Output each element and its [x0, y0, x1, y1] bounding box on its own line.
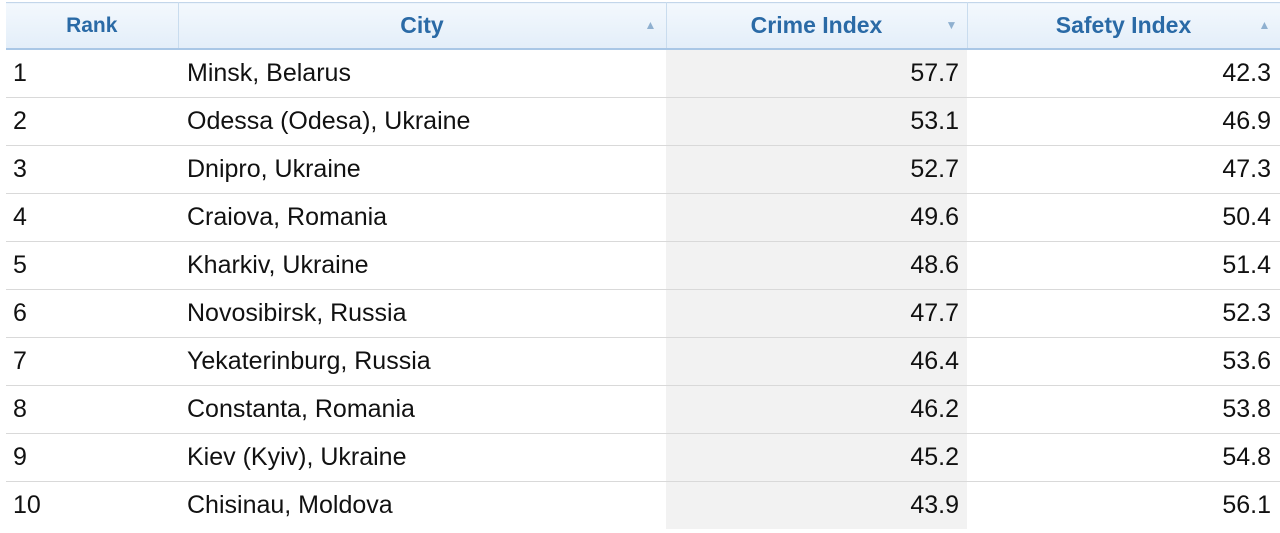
city-cell: Chisinau, Moldova — [187, 491, 393, 519]
crime-index-table: Rank City ▲ Crime Index ▼ Safety Index ▲… — [6, 2, 1280, 529]
safety-index-cell: 51.4 — [967, 241, 1280, 290]
rank-cell: 7 — [6, 337, 178, 386]
safety-index-cell: 54.8 — [967, 433, 1280, 482]
safety-index-cell: 46.9 — [967, 97, 1280, 146]
chevron-up-icon[interactable]: ▲ — [1258, 18, 1271, 32]
crime-index-cell: 53.1 — [666, 97, 967, 146]
chevron-up-icon[interactable]: ▲ — [644, 18, 657, 32]
city-cell: Kiev (Kyiv), Ukraine — [178, 433, 666, 482]
rank-cell: 3 — [6, 145, 178, 194]
table-row[interactable]: 8 Constanta, Romania 46.2 53.8 — [6, 385, 1280, 434]
table-row[interactable]: 6 Novosibirsk, Russia 47.7 52.3 — [6, 289, 1280, 338]
crime-index-cell: 46.4 — [666, 337, 967, 386]
table-row[interactable]: 3 Dnipro, Ukraine 52.7 47.3 — [6, 145, 1280, 194]
city-cell: Minsk, Belarus — [178, 49, 666, 98]
city-cell: Novosibirsk, Russia — [178, 289, 666, 338]
table-row[interactable]: 9 Kiev (Kyiv), Ukraine 45.2 54.8 — [6, 433, 1280, 482]
header-rank-label: Rank — [66, 13, 118, 37]
header-crime-index-label: Crime Index — [750, 12, 883, 38]
crime-index-cell: 45.2 — [666, 433, 967, 482]
table-row[interactable]: 1 Minsk, Belarus 57.7 42.3 — [6, 49, 1280, 98]
table-row[interactable]: 5 Kharkiv, Ukraine 48.6 51.4 — [6, 241, 1280, 290]
table-row[interactable]: 7 Yekaterinburg, Russia 46.4 53.6 — [6, 337, 1280, 386]
safety-index-cell: 53.6 — [967, 337, 1280, 386]
safety-index-cell: 52.3 — [967, 289, 1280, 338]
header-safety-index-label: Safety Index — [1055, 12, 1192, 38]
safety-index-cell: 56.1 — [1222, 491, 1271, 519]
city-cell: Odessa (Odesa), Ukraine — [178, 97, 666, 146]
table-row[interactable]: 10 Chisinau, Moldova 43.9 56.1 — [6, 481, 1280, 529]
crime-index-cell: 46.2 — [666, 385, 967, 434]
crime-index-cell: 47.7 — [666, 289, 967, 338]
safety-index-cell: 53.8 — [967, 385, 1280, 434]
table-header-row: Rank City ▲ Crime Index ▼ Safety Index ▲ — [6, 2, 1280, 50]
city-cell: Dnipro, Ukraine — [178, 145, 666, 194]
city-cell: Yekaterinburg, Russia — [178, 337, 666, 386]
crime-index-cell: 49.6 — [666, 193, 967, 242]
rank-cell: 9 — [6, 433, 178, 482]
caret-down-icon[interactable]: ▼ — [945, 18, 958, 32]
ranking-table-container: Rank City ▲ Crime Index ▼ Safety Index ▲… — [6, 2, 1280, 529]
header-crime-index[interactable]: Crime Index ▼ — [666, 2, 968, 50]
rank-cell: 6 — [6, 289, 178, 338]
header-city-label: City — [400, 12, 444, 38]
city-cell: Constanta, Romania — [178, 385, 666, 434]
safety-index-cell: 42.3 — [967, 49, 1280, 98]
table-row[interactable]: 4 Craiova, Romania 49.6 50.4 — [6, 193, 1280, 242]
rank-cell: 10 — [13, 491, 41, 519]
header-safety-index[interactable]: Safety Index ▲ — [967, 2, 1280, 50]
table-row[interactable]: 2 Odessa (Odesa), Ukraine 53.1 46.9 — [6, 97, 1280, 146]
rank-cell: 4 — [6, 193, 178, 242]
crime-index-cell: 48.6 — [666, 241, 967, 290]
crime-index-cell: 52.7 — [666, 145, 967, 194]
crime-index-cell: 43.9 — [666, 481, 967, 529]
crime-index-cell: 57.7 — [666, 49, 967, 98]
rank-cell: 2 — [6, 97, 178, 146]
city-cell: Craiova, Romania — [178, 193, 666, 242]
rank-cell: 8 — [6, 385, 178, 434]
header-rank[interactable]: Rank — [6, 2, 179, 50]
header-city[interactable]: City ▲ — [178, 2, 667, 50]
safety-index-cell: 47.3 — [967, 145, 1280, 194]
rank-cell: 1 — [6, 49, 178, 98]
city-cell: Kharkiv, Ukraine — [178, 241, 666, 290]
rank-cell: 5 — [6, 241, 178, 290]
safety-index-cell: 50.4 — [967, 193, 1280, 242]
